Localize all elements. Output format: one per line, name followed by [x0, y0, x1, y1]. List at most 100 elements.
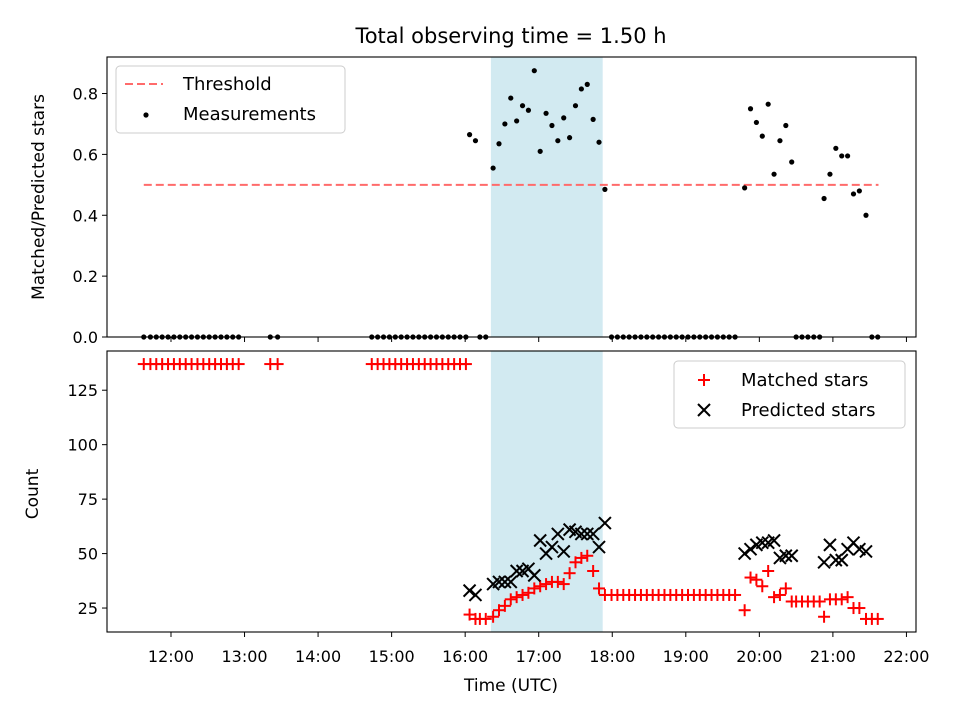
legend-measurements-swatch	[143, 112, 149, 118]
predicted-star-point	[598, 516, 612, 530]
ratio-y-tick-label: 0.8	[73, 85, 98, 104]
matched-star-point	[510, 591, 523, 604]
predicted-star-point	[755, 535, 769, 550]
matched-star-point	[813, 595, 826, 608]
time-x-tick-label: 12:00	[148, 647, 194, 666]
chart-title: Total observing time = 1.50 h	[354, 24, 666, 48]
matched-star-point	[768, 591, 781, 604]
measurement-point	[514, 118, 520, 124]
predicted-star-point	[829, 553, 843, 567]
matched-star-point	[762, 565, 775, 578]
time-x-tick-label: 18:00	[589, 647, 635, 666]
predicted-star-point	[835, 553, 849, 567]
matched-star-point	[540, 578, 553, 591]
measurement-point	[856, 188, 862, 194]
measurement-point	[759, 133, 765, 139]
time-x-tick-label: 21:00	[810, 647, 856, 666]
matched-star-point	[504, 593, 517, 606]
matched-star-point	[729, 588, 742, 601]
measurement-point	[490, 165, 496, 171]
ratio-panel-frame	[106, 56, 917, 338]
predicted-star-point	[859, 544, 873, 559]
matched-star-point	[818, 610, 831, 623]
measurement-point	[525, 107, 532, 113]
predicted-star-point	[574, 527, 589, 541]
measurement-point	[549, 122, 555, 129]
measurement-point	[765, 101, 771, 107]
measurement-point	[561, 115, 567, 121]
measurement-point	[578, 86, 584, 92]
ratio-y-tick-label: 0.4	[73, 206, 98, 225]
matched-star-point	[551, 575, 564, 588]
predicted-star-point	[504, 575, 518, 589]
legend-measurements-label: Measurements	[183, 104, 316, 125]
ratio-y-tick-label: 0.0	[73, 328, 98, 347]
predicted-star-point	[557, 544, 571, 559]
matched-star-point	[756, 580, 769, 593]
matched-star-point	[528, 582, 541, 595]
measurement-point	[602, 186, 608, 192]
measurement-point	[753, 119, 760, 126]
measurement-point	[466, 132, 473, 138]
measurement-point	[821, 195, 827, 202]
time-x-tick-label: 15:00	[369, 647, 415, 666]
ratio-panel: Total observing time = 1.50 h Matched/Pr…	[29, 24, 917, 347]
predicted-star-point	[527, 568, 542, 583]
count-y-tick-label: 50	[78, 545, 98, 564]
measurement-point	[845, 153, 851, 159]
measurement-point	[584, 81, 590, 87]
legend-matched-swatch	[698, 374, 710, 386]
time-x-tick-label: 13:00	[221, 647, 267, 666]
ratio-y-axis-label: Matched/Predicted stars	[29, 94, 49, 300]
matched-star-point	[498, 599, 511, 612]
measurement-point	[590, 116, 596, 122]
measurement-point	[555, 138, 561, 144]
measurement-point	[519, 103, 526, 109]
observing-window-span	[490, 57, 603, 337]
predicted-star-point	[592, 540, 606, 554]
count-panel-frame	[106, 350, 917, 633]
measurement-point	[596, 139, 602, 145]
measurement-point	[502, 121, 508, 127]
measurement-point	[537, 148, 543, 154]
time-x-tick-label: 22:00	[883, 647, 929, 666]
count-y-tick-label: 75	[78, 490, 98, 509]
predicted-star-point	[492, 575, 506, 589]
measurement-point	[839, 153, 845, 159]
measurement-point	[777, 138, 783, 144]
matched-star-point	[516, 588, 529, 601]
ratio-legend: Threshold Measurements	[115, 65, 346, 134]
predicted-star-point	[779, 549, 793, 563]
matched-star-point	[835, 593, 848, 606]
legend-predicted-swatch	[697, 403, 711, 417]
measurement-point	[742, 185, 748, 191]
matched-star-point	[773, 588, 786, 601]
time-x-tick-label: 20:00	[736, 647, 782, 666]
predicted-star-point	[468, 588, 483, 602]
measurement-point	[827, 171, 833, 177]
matched-star-point	[487, 610, 500, 623]
legend-threshold-label: Threshold	[182, 74, 272, 95]
matched-star-point	[871, 612, 884, 625]
predicted-star-point	[462, 583, 477, 598]
matched-star-point	[575, 551, 588, 564]
matched-star-point	[534, 580, 547, 593]
matched-star-point	[738, 604, 751, 617]
count-y-tick-label: 25	[78, 599, 98, 618]
matched-star-point	[581, 549, 594, 562]
matched-star-point	[744, 571, 757, 584]
time-x-tick-label: 19:00	[663, 647, 709, 666]
measurement-point	[833, 145, 839, 151]
measurement-point	[567, 135, 573, 141]
measurement-point	[771, 171, 777, 177]
predicted-star-point	[785, 549, 799, 563]
matched-star-point	[593, 582, 606, 595]
count-panel: Count Time (UTC) 25 50 75 100 125 12:00 13:00…	[23, 350, 929, 696]
legend-predicted-label: Predicted stars	[741, 400, 875, 421]
ratio-legend-box	[115, 65, 346, 134]
predicted-star-point	[767, 533, 781, 548]
measurement-point	[783, 122, 789, 129]
measurement-point	[747, 106, 754, 112]
predicted-star-point	[823, 538, 837, 552]
